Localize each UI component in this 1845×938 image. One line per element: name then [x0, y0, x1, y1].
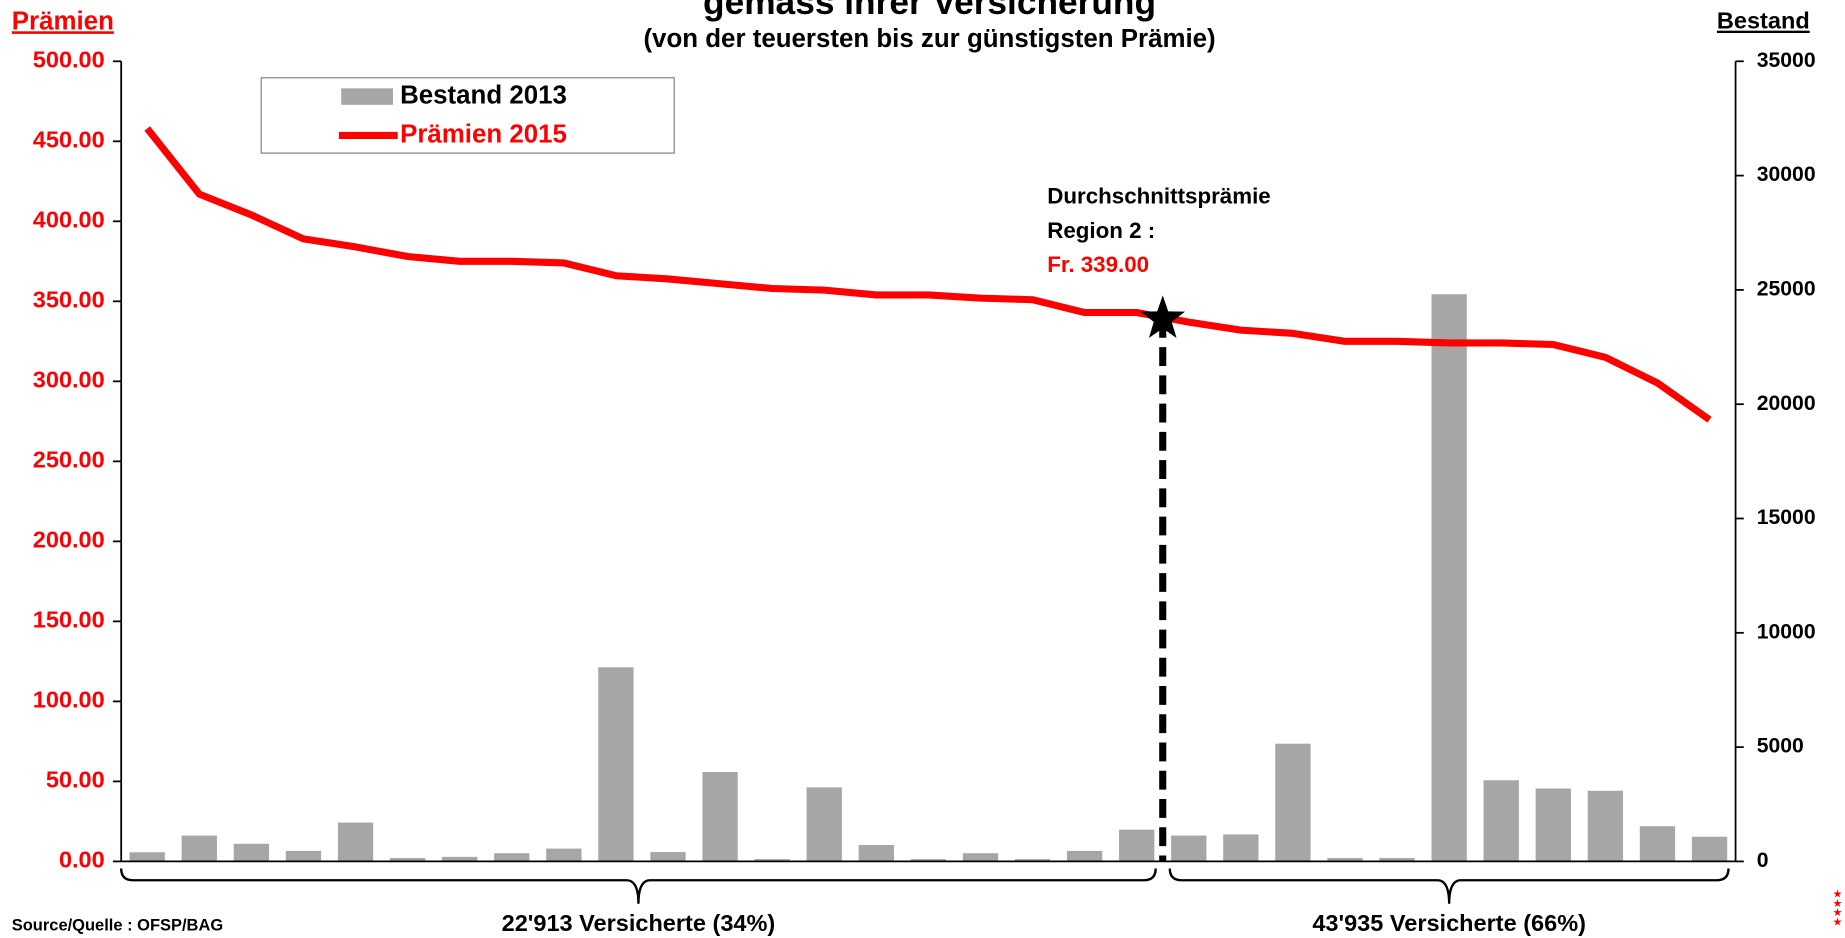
source: Source/Quelle : OFSP/BAG — [12, 916, 223, 934]
bar — [1483, 780, 1519, 862]
group-brace — [1168, 868, 1730, 904]
bar — [1535, 788, 1571, 862]
annotation-text: Region 2 : — [1047, 218, 1155, 243]
y2-tick-label: 15000 — [1757, 506, 1816, 529]
bar — [1587, 790, 1624, 862]
y-tick-label: 150.00 — [33, 607, 105, 633]
y2-tick-label: 0 — [1757, 849, 1769, 872]
bar — [1431, 294, 1467, 862]
bar — [1223, 834, 1259, 862]
annotation-text: Durchschnittsprämie — [1047, 184, 1271, 209]
bar — [754, 859, 790, 862]
bar — [1379, 857, 1415, 862]
y2-axis-title: Bestand — [1717, 8, 1810, 34]
svg-text:★: ★ — [1832, 907, 1842, 918]
legend-swatch — [341, 88, 394, 105]
bar — [598, 667, 634, 862]
y-tick-label: 250.00 — [33, 447, 105, 473]
bar — [442, 856, 478, 862]
y2-tick-label: 10000 — [1757, 620, 1816, 643]
y-tick-label: 450.00 — [33, 127, 105, 153]
corner-stars: ★★★★ — [1832, 888, 1842, 927]
bar — [181, 835, 217, 862]
bar — [546, 848, 582, 862]
chart-title: gemäss ihrer Versicherung — [703, 0, 1156, 22]
chart-subtitle: (von der teuersten bis zur günstigsten P… — [643, 25, 1215, 53]
y2-tick-label: 5000 — [1757, 735, 1804, 758]
y-tick-label: 0.00 — [59, 847, 105, 873]
y-tick-label: 200.00 — [33, 527, 105, 553]
bar — [1014, 859, 1051, 862]
svg-text:★: ★ — [1832, 916, 1842, 927]
y2-tick-label: 30000 — [1757, 163, 1816, 186]
average-star — [1140, 295, 1186, 338]
svg-text:★: ★ — [1832, 888, 1842, 899]
bar — [1066, 850, 1103, 862]
bar — [806, 787, 842, 862]
bar — [1275, 743, 1311, 862]
bar — [1327, 857, 1363, 862]
bar — [910, 859, 947, 862]
bar — [1171, 835, 1207, 862]
y-tick-label: 50.00 — [46, 767, 105, 793]
y-tick-label: 400.00 — [33, 207, 105, 233]
y-axis-title: Prämien — [12, 7, 114, 35]
y2-tick-label: 25000 — [1757, 277, 1816, 300]
bar — [962, 853, 999, 862]
y2-tick-label: 20000 — [1757, 392, 1816, 415]
bar — [702, 772, 738, 862]
y-tick-label: 100.00 — [33, 687, 105, 713]
group-label: 22'913 Versicherte (34%) — [502, 910, 776, 936]
y2-tick-label: 35000 — [1757, 49, 1816, 72]
bar — [389, 857, 426, 862]
legend-box — [260, 77, 675, 154]
bar — [650, 852, 686, 862]
annotation-value: Fr. 339.00 — [1047, 252, 1149, 277]
y-tick-label: 300.00 — [33, 367, 105, 393]
group-label: 43'935 Versicherte (66%) — [1312, 910, 1586, 936]
bar — [233, 843, 270, 862]
bar — [494, 853, 530, 862]
group-brace — [120, 868, 1157, 904]
bar — [129, 852, 165, 862]
bar — [1691, 836, 1728, 862]
y-tick-label: 500.00 — [33, 47, 105, 73]
legend-label: Bestand 2013 — [400, 81, 567, 109]
bar — [1119, 829, 1155, 862]
legend-label: Prämien 2015 — [400, 120, 567, 148]
line — [144, 126, 1712, 423]
bar — [858, 844, 894, 862]
y-tick-label: 350.00 — [33, 287, 105, 313]
bar — [337, 822, 374, 862]
bar — [1639, 826, 1676, 862]
svg-text:★: ★ — [1832, 897, 1842, 908]
bar — [285, 850, 322, 862]
